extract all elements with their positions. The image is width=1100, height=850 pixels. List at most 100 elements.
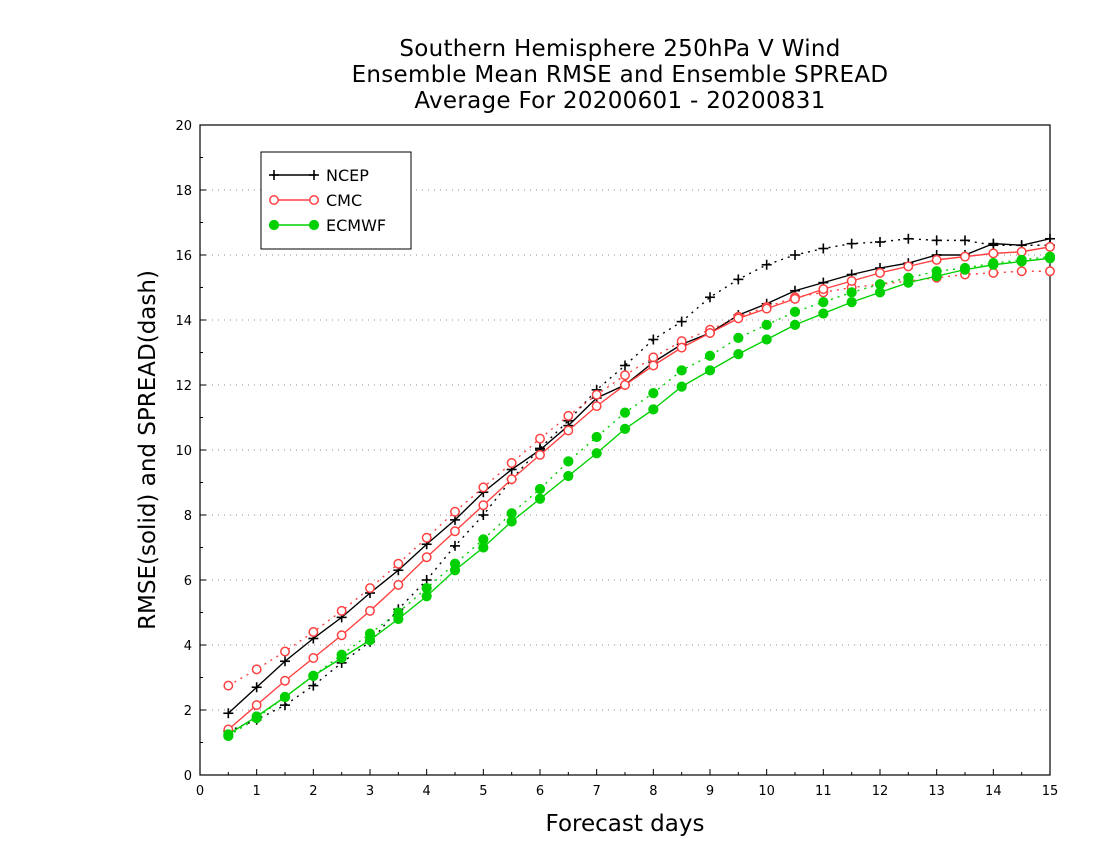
cmc-rmse-point — [478, 500, 489, 511]
cmc-rmse-point — [761, 303, 772, 314]
cmc-rmse-point — [818, 284, 829, 295]
y-tick-label: 14 — [175, 314, 192, 329]
cmc-rmse-point — [875, 267, 885, 278]
cmc-rmse-point — [903, 261, 914, 272]
cmc-rmse-point — [846, 276, 857, 286]
ncep-rmse-point — [988, 238, 999, 249]
x-tick-label: 11 — [815, 784, 832, 799]
y-tick-label: 4 — [184, 639, 192, 654]
ecmwf-rmse-point — [789, 319, 801, 330]
ncep-rmse-point — [251, 682, 262, 693]
cmc-rmse-point — [676, 342, 687, 353]
ecmwf-rmse-point — [648, 404, 659, 415]
cmc-rmse-point — [308, 653, 319, 663]
x-tick-label: 0 — [196, 784, 204, 799]
ecmwf-rmse-point — [506, 516, 517, 527]
x-tick-label: 12 — [872, 784, 889, 799]
cmc-spread-point — [1045, 266, 1055, 277]
cmc-spread-point — [336, 605, 347, 616]
ecmwf-rmse-point — [1016, 256, 1027, 267]
cmc-rmse-point — [988, 248, 999, 259]
ecmwf-spread-point — [591, 431, 602, 443]
x-tick-label: 3 — [366, 784, 374, 799]
ecmwf-spread-point — [534, 483, 546, 495]
ecmwf-rmse-point — [421, 591, 432, 602]
ncep-spread-point — [648, 334, 659, 345]
ecmwf-rmse-point — [874, 287, 886, 298]
ncep-spread-point — [903, 233, 914, 244]
y-tick-label: 0 — [184, 769, 192, 784]
ecmwf-spread-point — [761, 319, 772, 330]
y-tick-label: 18 — [175, 184, 192, 199]
cmc-rmse-point — [421, 552, 432, 563]
ecmwf-rmse-point — [308, 670, 319, 681]
ncep-spread-point — [676, 316, 687, 327]
y-tick-label: 12 — [175, 379, 192, 394]
ecmwf-rmse-point — [761, 334, 772, 345]
cmc-spread-point — [223, 680, 234, 691]
ecmwf-spread-point — [676, 365, 687, 376]
ecmwf-rmse-point — [591, 448, 602, 459]
y-axis-label: RMSE(solid) and SPREAD(dash) — [135, 270, 161, 630]
cmc-rmse-point — [591, 401, 602, 412]
cmc-spread-point — [648, 352, 659, 363]
ecmwf-spread-point — [648, 388, 659, 399]
ncep-spread-point — [761, 259, 772, 270]
x-tick-label: 15 — [1042, 784, 1059, 799]
cmc-rmse-point — [705, 328, 715, 338]
cmc-spread-point — [308, 627, 319, 637]
ecmwf-rmse-point — [704, 365, 716, 376]
cmc-spread-point — [478, 482, 489, 493]
ecmwf-rmse-point — [223, 729, 234, 740]
cmc-rmse-point — [280, 675, 290, 686]
x-tick-label: 5 — [479, 784, 487, 799]
ncep-spread-point — [931, 235, 942, 246]
cmc-rmse-point — [733, 313, 744, 324]
cmc-rmse-line — [227, 246, 1051, 731]
ecmwf-spread-point — [704, 350, 716, 361]
cmc-rmse-point — [960, 251, 970, 262]
ncep-spread-line — [228, 238, 1050, 732]
ncep-spread-point — [790, 250, 800, 260]
ecmwf-rmse-point — [846, 297, 857, 308]
legend-marker-ecmwf — [268, 219, 280, 231]
ecmwf-rmse-line — [227, 257, 1051, 735]
ecmwf-rmse-point — [364, 635, 376, 646]
cmc-spread-point — [280, 646, 290, 657]
chart-title-line-3: Average For 20200601 - 20200831 — [414, 88, 826, 114]
ecmwf-rmse-point — [478, 542, 489, 553]
cmc-spread-point — [506, 458, 517, 468]
cmc-spread-point — [563, 410, 574, 421]
cmc-rmse-point — [931, 254, 942, 265]
ncep-spread-point — [705, 292, 715, 303]
ncep-spread-point — [846, 238, 857, 249]
ecmwf-spread-point — [563, 456, 574, 467]
cmc-spread-point — [393, 558, 404, 569]
ecmwf-spread-point — [846, 287, 857, 298]
x-tick-label: 4 — [423, 784, 431, 799]
x-tick-label: 13 — [928, 784, 945, 799]
cmc-rmse-point — [535, 449, 545, 460]
cmc-spread-point — [988, 267, 999, 278]
ecmwf-spread-point — [733, 332, 744, 343]
ecmwf-rmse-point — [336, 652, 347, 664]
ecmwf-rmse-point — [393, 613, 404, 625]
x-tick-label: 6 — [536, 784, 544, 799]
cmc-rmse-point — [1045, 241, 1055, 252]
legend-label-ecmwf: ECMWF — [326, 216, 386, 235]
cmc-spread-point — [421, 532, 432, 543]
ecmwf-rmse-point — [619, 423, 631, 434]
ecmwf-rmse-point — [1044, 253, 1056, 264]
ecmwf-rmse-point — [534, 493, 546, 504]
ecmwf-rmse-point — [988, 259, 999, 270]
ecmwf-spread-point — [818, 297, 829, 308]
legend: NCEP CMC ECMWF — [260, 151, 412, 250]
cmc-spread-point — [535, 433, 545, 444]
legend-marker-ncep — [269, 170, 279, 180]
legend-marker-cmc — [269, 195, 279, 205]
ncep-spread-point — [818, 243, 829, 254]
x-tick-label: 7 — [593, 784, 601, 799]
ncep-spread-point — [478, 510, 489, 520]
cmc-rmse-point — [365, 605, 375, 616]
